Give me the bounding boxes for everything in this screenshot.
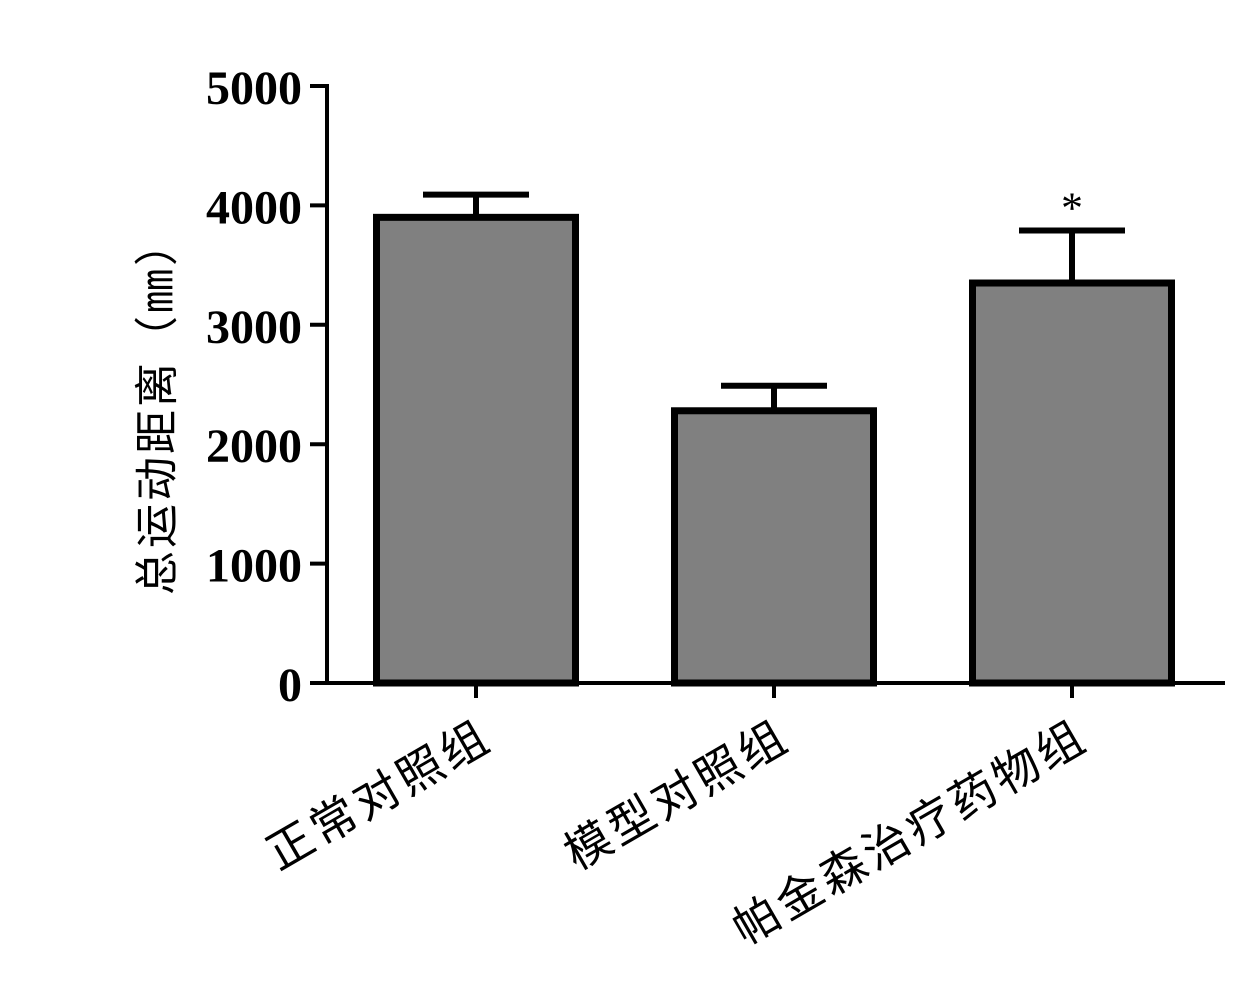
annotations-group: * [1061, 183, 1083, 232]
bar-2 [969, 279, 1175, 687]
bar-0 [373, 213, 579, 687]
error-bars-group [423, 191, 1125, 411]
y-tick-label-2: 2000 [206, 420, 302, 473]
y-ticks-group: 0 1000 2000 3000 4000 5000 [206, 62, 327, 712]
bar-1 [671, 407, 877, 687]
y-tick-label-5: 5000 [206, 62, 302, 115]
y-tick-label-0: 0 [278, 659, 302, 712]
y-tick-label-4: 4000 [206, 181, 302, 234]
y-axis-label: 总运动距离（㎜） [132, 219, 183, 595]
significance-marker-2: * [1061, 183, 1083, 232]
y-tick-label-3: 3000 [206, 301, 302, 354]
y-tick-label-1: 1000 [206, 540, 302, 593]
